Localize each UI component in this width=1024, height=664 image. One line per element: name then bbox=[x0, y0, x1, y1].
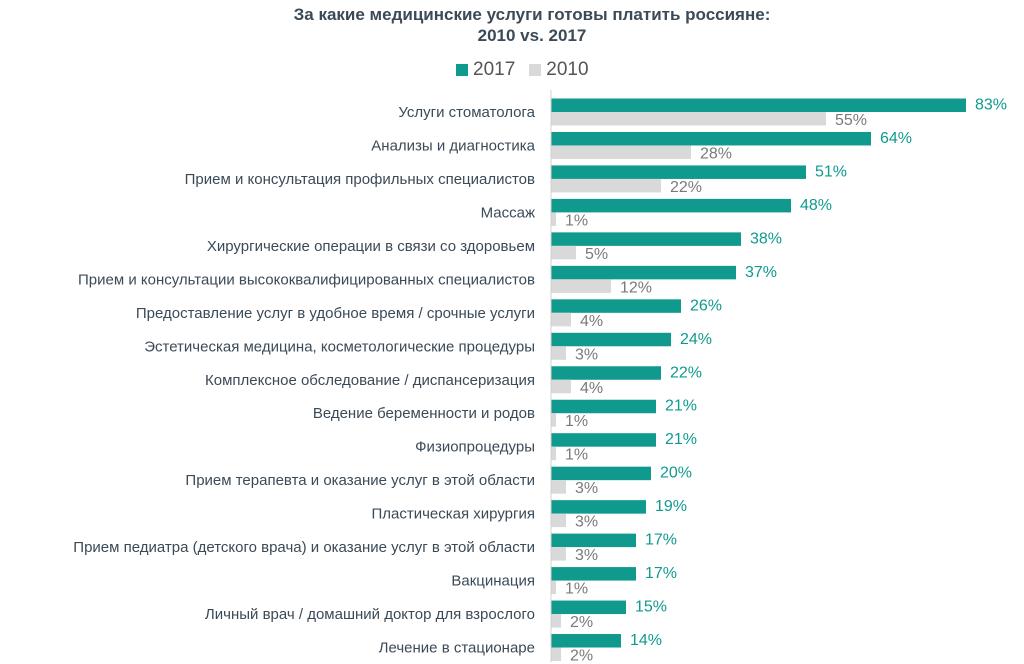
category-label: Комплексное обследование / диспансеризац… bbox=[205, 372, 535, 389]
category-label: Массаж bbox=[481, 204, 535, 221]
chart-subtitle: 2010 vs. 2017 bbox=[477, 26, 587, 45]
bar-2010 bbox=[551, 480, 566, 494]
bar-2017 bbox=[551, 165, 806, 179]
bar-2010 bbox=[551, 513, 566, 528]
bar-2010 bbox=[551, 346, 566, 360]
bar-2017 bbox=[551, 299, 681, 313]
data-label-2010: 22% bbox=[670, 179, 702, 196]
bar-2010 bbox=[551, 145, 691, 159]
bar-2017 bbox=[551, 198, 791, 213]
bar-2017 bbox=[551, 98, 966, 112]
data-label-2010: 2% bbox=[570, 614, 593, 631]
bar-2017 bbox=[551, 131, 871, 146]
bar-2017 bbox=[551, 332, 671, 347]
category-label: Анализы и диагностика bbox=[371, 137, 535, 154]
data-label-2010: 3% bbox=[575, 547, 598, 564]
data-label-2010: 1% bbox=[565, 413, 588, 430]
bar-2010 bbox=[551, 580, 556, 595]
data-label-2010: 4% bbox=[580, 380, 603, 397]
bar-2017 bbox=[551, 399, 656, 414]
data-label-2017: 20% bbox=[660, 465, 692, 482]
data-label-2017: 83% bbox=[975, 97, 1007, 114]
data-label-2017: 15% bbox=[635, 599, 667, 616]
category-label: Прием и консультации высококвалифицирова… bbox=[78, 271, 535, 288]
legend-label-2010: 2010 bbox=[546, 59, 589, 80]
chart-title-line1: За какие медицинские услуги готовы плати… bbox=[293, 5, 771, 24]
bar-2017 bbox=[551, 600, 626, 615]
category-label: Ведение беременности и родов bbox=[313, 405, 535, 422]
bar-2010 bbox=[551, 413, 556, 427]
data-label-2010: 1% bbox=[565, 212, 588, 229]
legend-item-2010: 2010 bbox=[529, 59, 589, 81]
bar-2017 bbox=[551, 500, 646, 514]
bar-2010 bbox=[551, 379, 571, 394]
category-label: Прием терапевта и оказание услуг в этой … bbox=[185, 472, 535, 489]
legend-item-2017: 2017 bbox=[456, 59, 515, 81]
bar-2010 bbox=[551, 112, 826, 126]
category-label: Эстетическая медицина, косметологические… bbox=[144, 338, 535, 355]
data-label-2017: 37% bbox=[745, 264, 777, 281]
category-label: Пластическая хирургия bbox=[371, 506, 535, 523]
category-label: Услуги стоматолога bbox=[398, 104, 535, 121]
legend-swatch-2010 bbox=[529, 64, 542, 76]
data-label-2017: 17% bbox=[645, 565, 677, 582]
data-label-2017: 51% bbox=[815, 163, 847, 180]
legend-label-2017: 2017 bbox=[473, 59, 516, 80]
legend-swatch-2017 bbox=[456, 64, 468, 76]
data-label-2017: 48% bbox=[800, 197, 832, 214]
data-label-2010: 3% bbox=[575, 480, 598, 497]
bar-2017 bbox=[551, 533, 636, 548]
bar-2017 bbox=[551, 232, 741, 246]
data-label-2017: 17% bbox=[645, 532, 677, 549]
data-label-2010: 5% bbox=[585, 246, 608, 263]
data-label-2010: 1% bbox=[565, 581, 588, 598]
category-label: Личный врач / домашний доктор для взросл… bbox=[205, 606, 535, 623]
data-label-2010: 1% bbox=[565, 447, 588, 464]
chart-title: За какие медицинские услуги готовы плати… bbox=[0, 4, 1024, 46]
data-label-2017: 64% bbox=[880, 130, 912, 147]
bar-2010 bbox=[551, 312, 571, 327]
data-label-2017: 19% bbox=[655, 498, 687, 515]
bar-2017 bbox=[551, 366, 661, 380]
bar-2017 bbox=[551, 433, 656, 447]
data-label-2017: 26% bbox=[690, 297, 722, 314]
category-label: Лечение в стационаре bbox=[379, 640, 535, 657]
data-label-2010: 4% bbox=[580, 313, 603, 330]
bar-2010 bbox=[551, 178, 661, 193]
data-label-2010: 55% bbox=[835, 112, 867, 129]
bar-2017 bbox=[551, 567, 636, 581]
category-label: Физиопроцедуры bbox=[415, 439, 535, 456]
data-label-2010: 12% bbox=[620, 279, 652, 296]
data-label-2017: 22% bbox=[670, 364, 702, 381]
bar-2010 bbox=[551, 279, 611, 293]
data-label-2017: 38% bbox=[750, 230, 782, 247]
bar-2017 bbox=[551, 265, 736, 280]
bar-2010 bbox=[551, 614, 561, 628]
data-label-2017: 14% bbox=[630, 632, 662, 649]
bar-2010 bbox=[551, 245, 576, 260]
data-label-2017: 21% bbox=[665, 431, 697, 448]
category-label: Хирургические операции в связи со здоров… bbox=[207, 238, 535, 255]
data-label-2010: 3% bbox=[575, 514, 598, 531]
data-label-2017: 21% bbox=[665, 398, 697, 415]
bar-2010 bbox=[551, 212, 556, 226]
category-label: Предоставление услуг в удобное время / с… bbox=[136, 305, 535, 322]
bar-2017 bbox=[551, 466, 651, 481]
data-label-2010: 2% bbox=[570, 648, 593, 664]
category-label: Прием педиатра (детского врача) и оказан… bbox=[73, 539, 535, 556]
data-label-2010: 3% bbox=[575, 346, 598, 363]
bar-2010 bbox=[551, 446, 556, 461]
data-label-2017: 24% bbox=[680, 331, 712, 348]
bar-2010 bbox=[551, 547, 566, 561]
data-label-2010: 28% bbox=[700, 145, 732, 162]
category-label: Прием и консультация профильных специали… bbox=[185, 171, 535, 188]
bar-2017 bbox=[551, 634, 621, 648]
chart-legend: 2017 2010 bbox=[456, 58, 603, 82]
bar-2010 bbox=[551, 647, 561, 662]
category-label: Вакцинация bbox=[451, 573, 535, 590]
